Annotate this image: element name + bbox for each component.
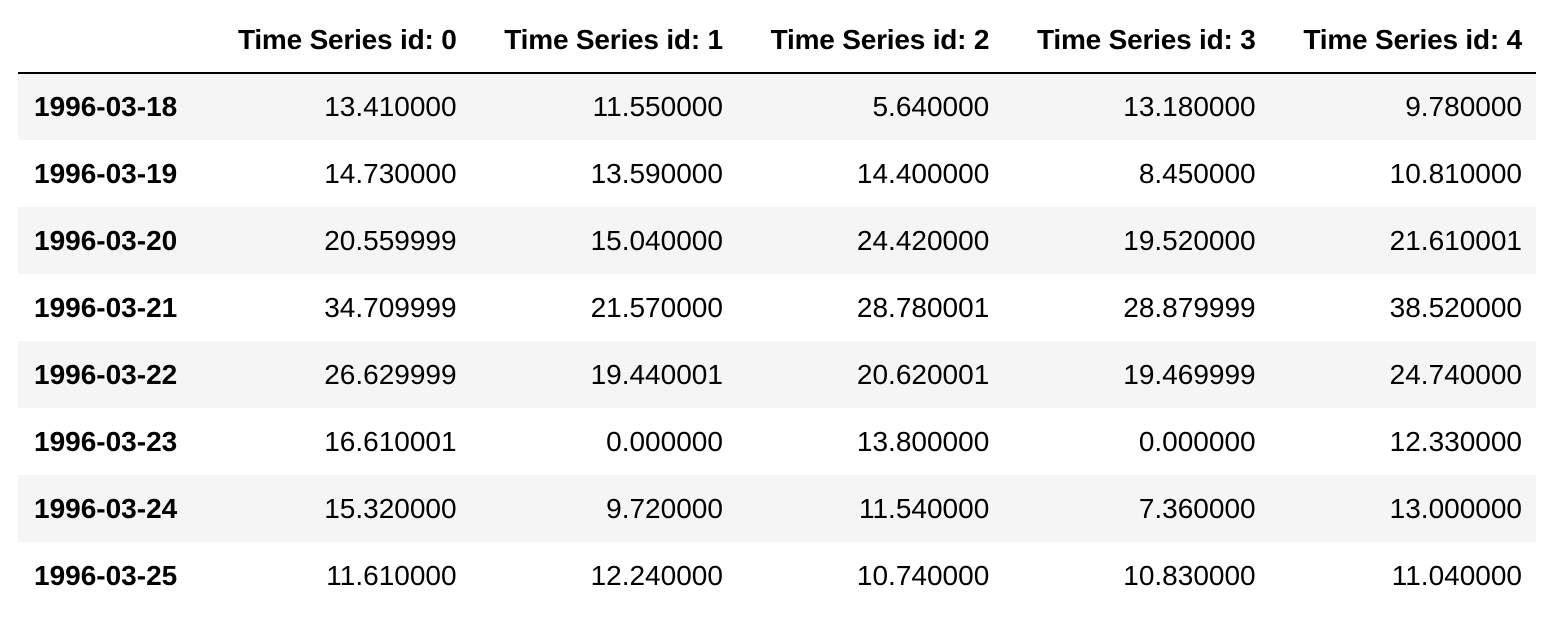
table-cell: 19.520000 (1123, 224, 1256, 256)
table-row: 1996-03-19 14.730000 13.590000 14.400000… (18, 140, 1536, 207)
table-cell: 28.780001 (856, 291, 990, 323)
table-cell: 15.040000 (590, 224, 723, 256)
row-index-label: 1996-03-22 (34, 358, 178, 390)
table-cell: 21.570000 (590, 291, 723, 323)
row-index-label: 1996-03-21 (34, 291, 178, 323)
row-index-label: 1996-03-23 (34, 425, 178, 457)
table-row: 1996-03-23 16.610001 0.000000 13.800000 … (18, 408, 1536, 475)
table-cell: 10.740000 (856, 559, 990, 591)
table-cell: 15.320000 (324, 492, 457, 524)
table-cell: 14.730000 (324, 157, 457, 189)
table-row: 1996-03-20 20.559999 15.040000 24.420000… (18, 207, 1536, 274)
header-row: Time Series id: 0 Time Series id: 1 Time… (18, 8, 1536, 74)
table-row: 1996-03-21 34.709999 21.570000 28.780001… (18, 274, 1536, 341)
row-index-label: 1996-03-20 (34, 224, 178, 256)
table-cell: 20.559999 (324, 224, 457, 256)
table-row: 1996-03-25 11.610000 12.240000 10.740000… (18, 542, 1536, 609)
column-header-ts-2: Time Series id: 2 (736, 8, 1004, 74)
row-index-label: 1996-03-25 (34, 559, 178, 591)
table-row: 1996-03-24 15.320000 9.720000 11.540000 … (18, 475, 1536, 542)
table-cell: 0.000000 (606, 425, 723, 457)
table-cell: 13.000000 (1389, 492, 1522, 524)
table-cell: 20.620001 (856, 358, 990, 390)
index-header (18, 8, 205, 74)
table-cell: 10.810000 (1389, 157, 1522, 189)
dataframe-output: Time Series id: 0 Time Series id: 1 Time… (18, 8, 1536, 609)
table-cell: 14.400000 (856, 157, 990, 189)
table-cell: 34.709999 (324, 291, 457, 323)
row-index-label: 1996-03-19 (34, 157, 178, 189)
table-cell: 24.740000 (1389, 358, 1522, 390)
table-body: 1996-03-18 13.410000 11.550000 5.640000 … (18, 73, 1536, 609)
table-cell: 19.469999 (1123, 358, 1256, 390)
row-index-label: 1996-03-24 (34, 492, 178, 524)
table-cell: 11.610000 (326, 559, 457, 591)
table-cell: 13.590000 (590, 157, 723, 189)
table-cell: 8.450000 (1138, 157, 1256, 189)
table-cell: 13.800000 (856, 425, 990, 457)
column-header-ts-0: Time Series id: 0 (204, 8, 471, 74)
table-cell: 5.640000 (872, 91, 990, 122)
table-cell: 12.240000 (590, 559, 723, 591)
table-cell: 10.830000 (1123, 559, 1256, 591)
column-header-ts-4: Time Series id: 4 (1269, 8, 1536, 74)
table-cell: 13.410000 (324, 91, 457, 122)
table-cell: 11.040000 (1391, 559, 1522, 591)
table-cell: 26.629999 (324, 358, 457, 390)
table-cell: 38.520000 (1389, 291, 1522, 323)
table-cell: 7.360000 (1138, 492, 1256, 524)
table-row: 1996-03-18 13.410000 11.550000 5.640000 … (18, 73, 1536, 140)
dataframe-table: Time Series id: 0 Time Series id: 1 Time… (18, 8, 1536, 609)
table-cell: 12.330000 (1389, 425, 1522, 457)
table-row: 1996-03-22 26.629999 19.440001 20.620001… (18, 341, 1536, 408)
table-cell: 16.610001 (324, 425, 457, 457)
table-cell: 9.780000 (1405, 91, 1522, 122)
table-cell: 24.420000 (856, 224, 990, 256)
table-cell: 9.720000 (606, 492, 723, 524)
table-cell: 13.180000 (1123, 91, 1256, 122)
column-header-ts-3: Time Series id: 3 (1003, 8, 1270, 74)
table-cell: 11.550000 (592, 91, 723, 122)
table-cell: 11.540000 (858, 492, 990, 524)
table-cell: 19.440001 (590, 358, 723, 390)
table-header: Time Series id: 0 Time Series id: 1 Time… (18, 8, 1536, 74)
table-cell: 0.000000 (1138, 425, 1256, 457)
row-index-label: 1996-03-18 (34, 91, 178, 122)
table-cell: 28.879999 (1123, 291, 1256, 323)
table-cell: 21.610001 (1389, 224, 1522, 256)
column-header-ts-1: Time Series id: 1 (470, 8, 737, 74)
